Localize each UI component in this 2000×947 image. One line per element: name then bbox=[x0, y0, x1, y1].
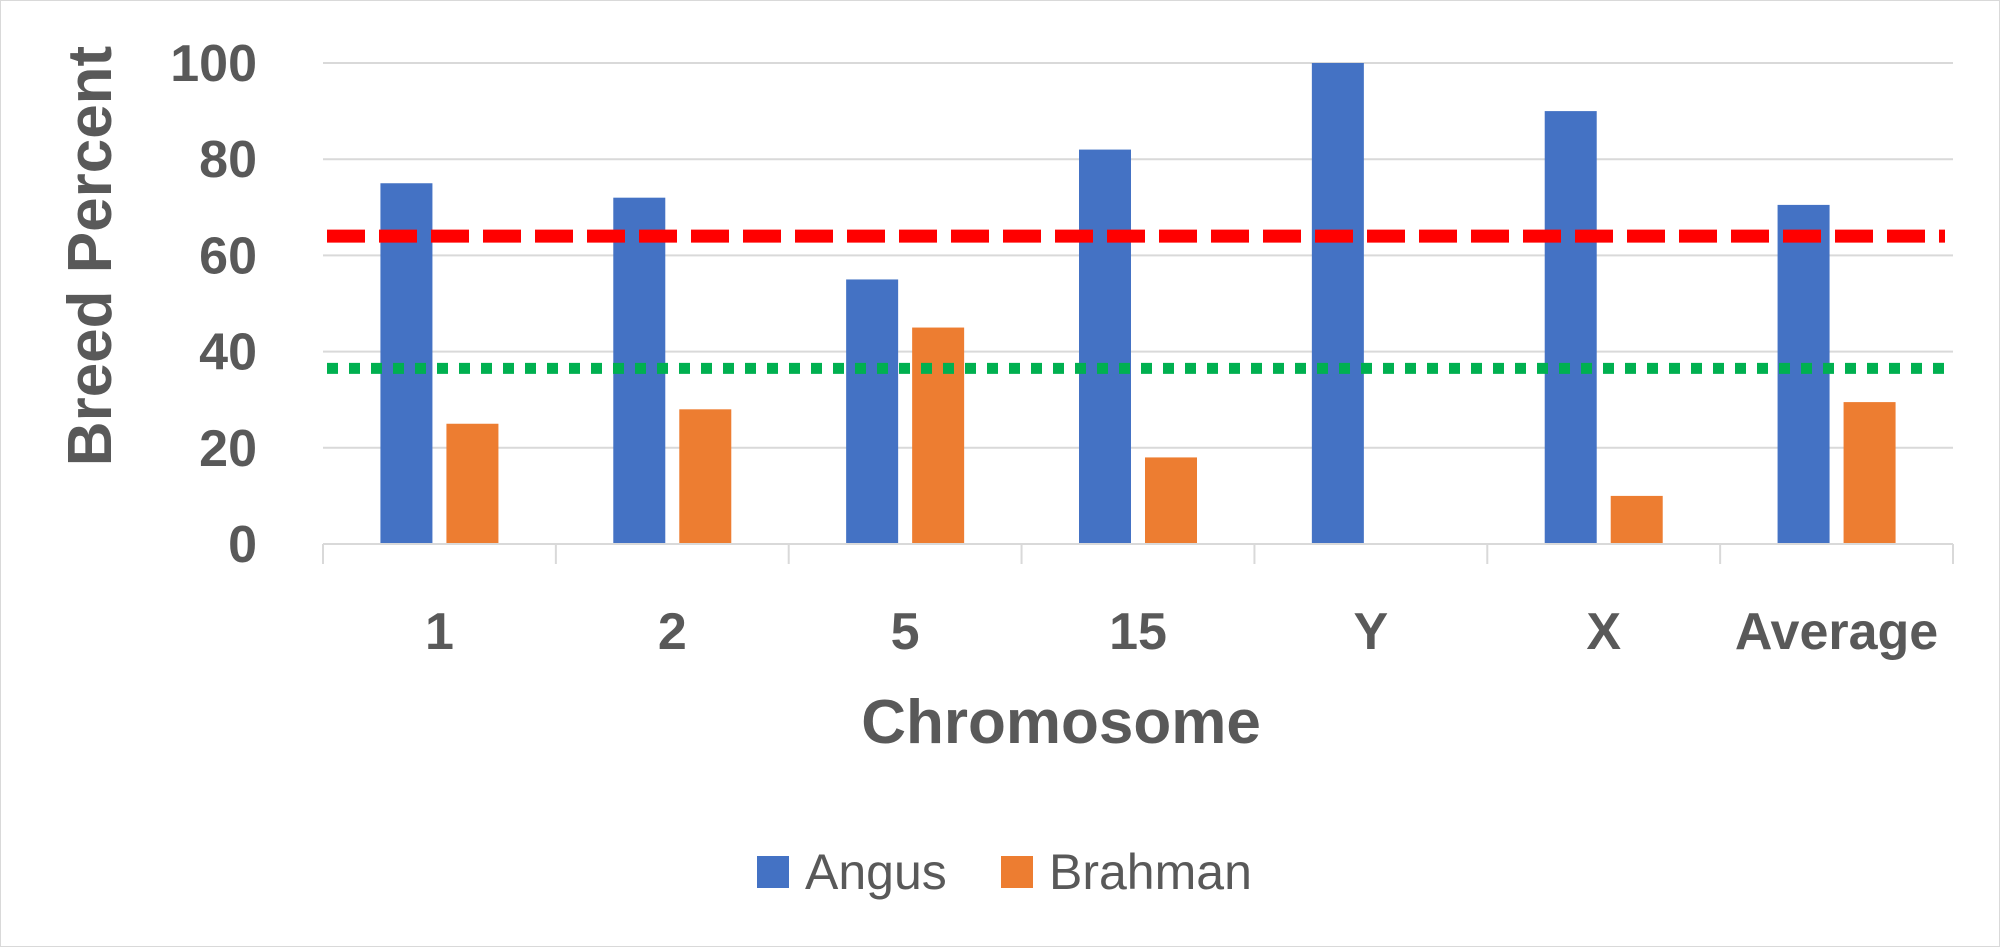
bar-angus-x bbox=[1544, 111, 1597, 544]
bar-angus-average bbox=[1777, 204, 1830, 544]
gridlines bbox=[323, 62, 1953, 449]
x-tick-label: 1 bbox=[425, 603, 454, 661]
bar-angus-15 bbox=[1079, 149, 1131, 544]
legend-label-angus: Angus bbox=[805, 844, 947, 900]
bar-brahman-x bbox=[1610, 495, 1663, 544]
y-tick-label: 100 bbox=[170, 35, 257, 93]
x-axis-title: Chromosome bbox=[861, 688, 1261, 757]
y-tick-label: 60 bbox=[199, 227, 257, 285]
x-tick-labels: 1 2 5 15 Y X Average bbox=[425, 603, 1938, 661]
bar-angus-5 bbox=[846, 279, 899, 544]
y-tick-label: 0 bbox=[228, 516, 257, 574]
legend-swatch-angus bbox=[757, 856, 789, 888]
y-tick-label: 80 bbox=[199, 131, 257, 189]
x-tick-label: 15 bbox=[1109, 603, 1167, 661]
x-tick-label: 2 bbox=[658, 603, 687, 661]
bar-brahman-15 bbox=[1145, 457, 1197, 544]
legend: Angus Brahman bbox=[757, 844, 1252, 900]
y-axis-title: Breed Percent bbox=[56, 46, 125, 466]
bars bbox=[380, 63, 1896, 544]
x-axis bbox=[322, 543, 1954, 564]
legend-label-brahman: Brahman bbox=[1049, 844, 1252, 900]
bar-brahman-1 bbox=[446, 423, 499, 544]
x-tick-label: Average bbox=[1735, 603, 1938, 661]
x-tick-label: 5 bbox=[891, 603, 920, 661]
bar-brahman-5 bbox=[912, 327, 965, 544]
y-tick-label: 40 bbox=[199, 324, 257, 382]
reference-lines bbox=[327, 229, 1945, 374]
y-tick-label: 20 bbox=[199, 420, 257, 478]
x-tick-label: Y bbox=[1354, 603, 1389, 661]
bar-angus-y bbox=[1311, 63, 1364, 544]
y-tick-labels: 0 20 40 60 80 100 bbox=[170, 35, 257, 574]
bar-brahman-average bbox=[1843, 402, 1896, 544]
bar-brahman-2 bbox=[679, 409, 732, 544]
x-tick-label: X bbox=[1586, 603, 1621, 661]
legend-swatch-brahman bbox=[1001, 856, 1033, 888]
